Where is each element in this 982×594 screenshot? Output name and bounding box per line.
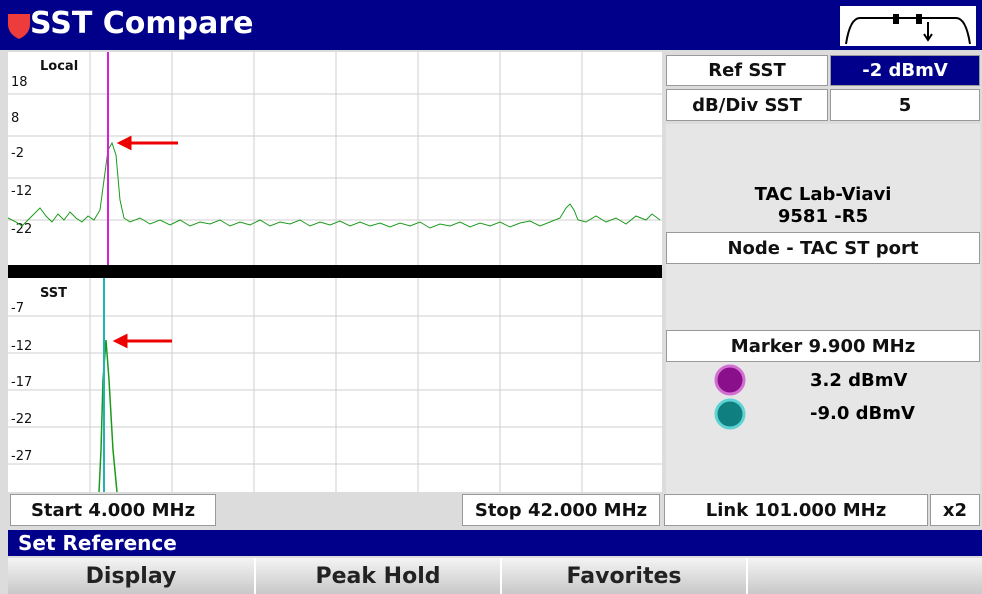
info-panel bbox=[666, 124, 980, 494]
marker-label[interactable]: Marker 9.900 MHz bbox=[666, 330, 980, 362]
y-tick-label: -17 bbox=[11, 375, 32, 390]
div-value[interactable]: 5 bbox=[830, 89, 980, 121]
stop-freq[interactable]: Stop 42.000 MHz bbox=[462, 494, 660, 526]
y-tick-label: -22 bbox=[11, 412, 32, 427]
device-id: 9581 -R5 bbox=[777, 206, 869, 227]
softkey[interactable]: Favorites bbox=[502, 558, 748, 594]
arrow bbox=[112, 333, 172, 349]
marker-reading: 3.2 dBmV bbox=[810, 370, 908, 391]
y-tick-label: -2 bbox=[11, 146, 24, 161]
marker-dots bbox=[714, 364, 746, 430]
y-tick-label: -7 bbox=[11, 301, 24, 316]
ref-value[interactable]: -2 dBmV bbox=[830, 55, 980, 86]
plot-label: Local bbox=[40, 59, 78, 74]
logo bbox=[8, 14, 30, 39]
softkey[interactable]: Display bbox=[8, 558, 256, 594]
start-freq[interactable]: Start 4.000 MHz bbox=[10, 494, 216, 526]
plots: Local 18 8 -2 -12 -22 SST -7 -12 -17 -22… bbox=[7, 52, 662, 493]
ref-label[interactable]: Ref SST bbox=[666, 55, 828, 86]
link-freq[interactable]: Link 101.000 MHz bbox=[664, 494, 928, 526]
title-bar: SST Compare bbox=[0, 0, 982, 50]
y-tick-label: -12 bbox=[11, 184, 32, 199]
y-tick-label: -22 bbox=[11, 222, 32, 237]
y-tick-label: 8 bbox=[11, 111, 19, 126]
y-tick-label: 18 bbox=[11, 75, 28, 90]
zoom[interactable]: x2 bbox=[930, 494, 980, 526]
marker-reading: -9.0 dBmV bbox=[810, 403, 915, 424]
trace bbox=[98, 339, 118, 493]
div-label[interactable]: dB/Div SST bbox=[666, 89, 828, 121]
plot-label: SST bbox=[40, 286, 67, 301]
softkey[interactable]: Peak Hold bbox=[256, 558, 502, 594]
y-tick-label: -27 bbox=[11, 449, 32, 464]
device-name: TAC Lab-Viavi bbox=[754, 184, 892, 205]
y-tick-label: -12 bbox=[11, 339, 32, 354]
softkey[interactable] bbox=[748, 558, 982, 594]
device-port[interactable]: Node - TAC ST port bbox=[666, 232, 980, 264]
trace bbox=[7, 141, 661, 229]
mode-icon bbox=[840, 6, 976, 46]
title: SST Compare bbox=[30, 6, 254, 41]
status-bar: Set Reference bbox=[8, 530, 982, 556]
arrow bbox=[116, 135, 178, 151]
